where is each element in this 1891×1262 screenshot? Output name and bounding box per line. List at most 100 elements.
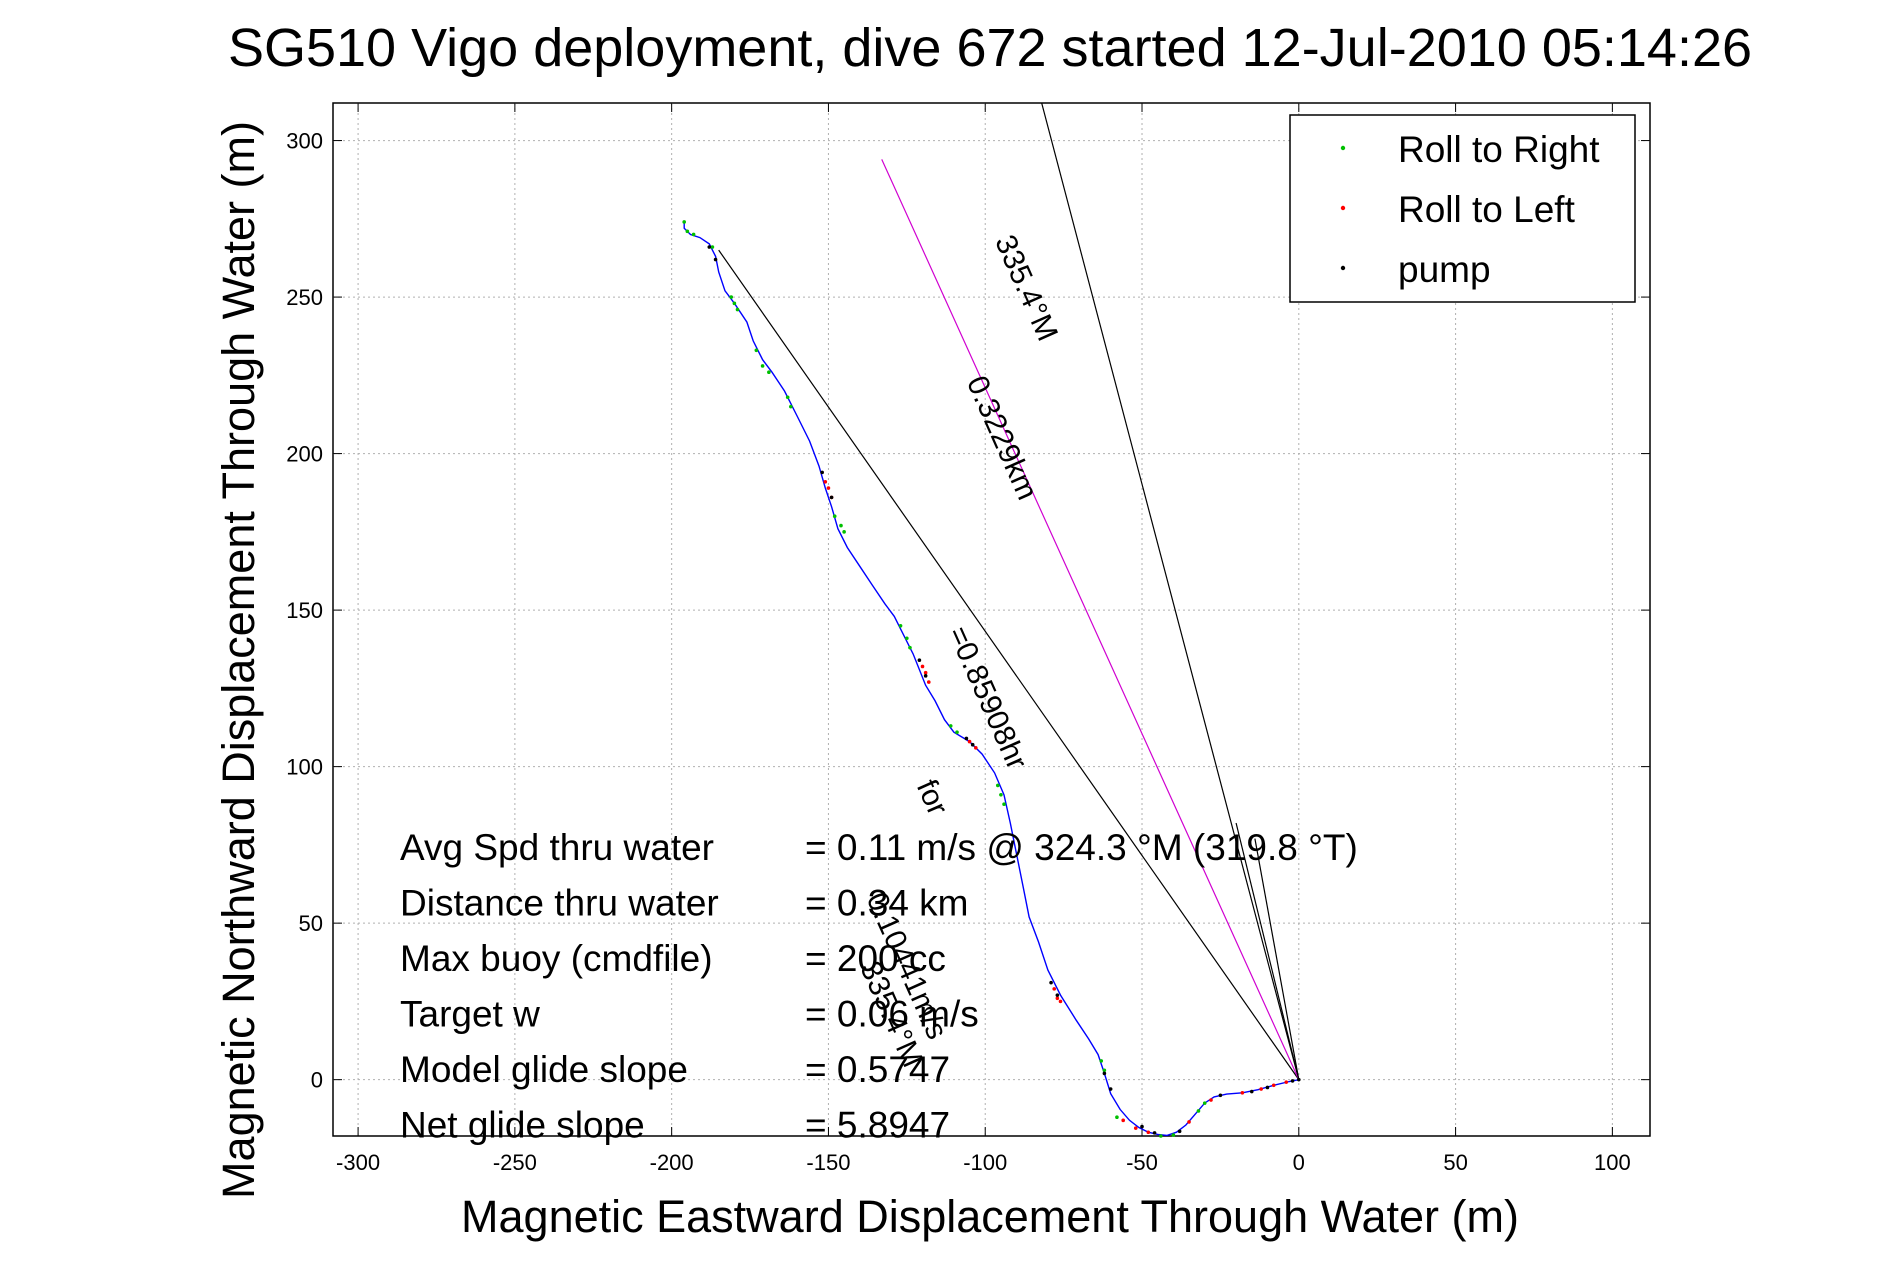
roll-right-marker <box>898 623 903 628</box>
stat-label: Avg Spd thru water <box>400 827 714 868</box>
roll-left-marker <box>1284 1080 1289 1084</box>
pump-marker <box>1102 1071 1107 1076</box>
roll-right-marker <box>1171 1133 1176 1137</box>
roll-left-marker <box>1271 1083 1276 1088</box>
heading-line <box>881 159 1300 1080</box>
roll-right-marker <box>905 636 909 641</box>
heading-line <box>1254 838 1300 1080</box>
x-tick-label: -50 <box>1126 1150 1158 1175</box>
roll-left-marker <box>1058 999 1063 1004</box>
roll-right-marker <box>1002 802 1006 806</box>
stat-value: = 0.11 m/s @ 324.3 °M (319.8 °T) <box>805 827 1358 868</box>
x-axis-label: Magnetic Eastward Displacement Through W… <box>461 1191 1519 1242</box>
roll-right-marker <box>999 792 1003 797</box>
stat-value: = 0.5747 <box>805 1049 950 1090</box>
y-tick-label: 300 <box>286 129 323 154</box>
x-tick-label: 50 <box>1443 1150 1467 1175</box>
roll-right-marker <box>732 301 737 306</box>
pump-marker <box>917 658 922 662</box>
pump-marker <box>1152 1131 1157 1135</box>
roll-right-marker <box>1196 1109 1201 1113</box>
roll-right-marker <box>839 523 843 528</box>
roll-left-marker <box>1259 1087 1263 1091</box>
pump-marker <box>923 674 928 678</box>
x-tick-label: -200 <box>650 1150 694 1175</box>
roll-right-marker <box>729 295 734 299</box>
stat-label: Distance thru water <box>400 883 719 924</box>
y-tick-label: 250 <box>286 285 323 310</box>
legend-box <box>1289 114 1636 303</box>
roll-right-marker <box>995 783 1000 788</box>
x-axis-ticks: -300 -250 -200 -150 -100 -50 0 50 100 <box>336 103 1631 1175</box>
roll-right-marker <box>1102 1068 1107 1073</box>
y-tick-label: 100 <box>286 755 323 780</box>
stat-value: = 0.34 km <box>805 883 969 924</box>
y-tick-label: 50 <box>299 911 323 936</box>
roll-left-marker <box>1187 1120 1191 1124</box>
roll-left-marker <box>1121 1118 1125 1123</box>
pump-marker <box>1177 1129 1182 1134</box>
stat-value: = 5.8947 <box>805 1105 950 1146</box>
roll-right-marker <box>682 220 686 224</box>
pump-marker <box>964 736 969 741</box>
stat-label: Target w <box>400 994 540 1035</box>
stat-label: Net glide slope <box>400 1105 645 1146</box>
stat-value: = 0.06 m/s <box>805 994 979 1035</box>
legend: Roll to Right Roll to Left pump <box>1289 114 1636 303</box>
roll-right-marker <box>1202 1101 1207 1105</box>
x-tick-label: 0 <box>1293 1150 1305 1175</box>
pump-marker <box>1218 1093 1223 1098</box>
stats-block: Avg Spd thru water = 0.11 m/s @ 324.3 °M … <box>400 827 1358 1146</box>
roll-right-marker <box>767 370 771 375</box>
pump-marker <box>1297 1077 1301 1082</box>
chart-title: SG510 Vigo deployment, dive 672 started … <box>228 18 1752 78</box>
roll-left-marker <box>1209 1098 1213 1102</box>
heading-line <box>718 249 1300 1080</box>
x-tick-label: -100 <box>963 1150 1007 1175</box>
roll-left-marker <box>920 664 925 669</box>
pump-marker <box>1265 1085 1270 1090</box>
roll-markers <box>682 220 1301 1138</box>
roll-right-marker <box>754 348 759 353</box>
legend-marker <box>1340 265 1346 271</box>
roll-right-marker <box>1099 1059 1104 1063</box>
roll-right-marker <box>710 245 715 249</box>
roll-left-marker <box>1133 1126 1138 1130</box>
y-tick-label: 0 <box>311 1068 323 1093</box>
roll-right-marker <box>1115 1115 1119 1120</box>
roll-right-marker <box>908 645 912 650</box>
x-tick-label: -300 <box>336 1150 380 1175</box>
roll-left-marker <box>1055 996 1060 1001</box>
roll-left-marker <box>967 739 972 744</box>
pump-marker <box>1249 1089 1254 1094</box>
grid-lines <box>333 103 1650 1136</box>
stat-label: Model glide slope <box>400 1049 688 1090</box>
legend-marker <box>1340 205 1346 211</box>
x-tick-label: 100 <box>1594 1150 1631 1175</box>
y-tick-label: 150 <box>286 598 323 623</box>
roll-right-marker <box>1159 1134 1163 1138</box>
y-axis-label: Magnetic Northward Displacement Through … <box>213 121 264 1199</box>
stat-value: = 200 cc <box>805 938 946 979</box>
pump-marker <box>1049 980 1053 985</box>
pump-marker <box>970 742 975 747</box>
x-tick-label: -150 <box>806 1150 850 1175</box>
legend-label: pump <box>1398 249 1491 290</box>
roll-left-marker <box>1052 987 1057 991</box>
legend-label: Roll to Right <box>1398 129 1600 170</box>
roll-right-marker <box>685 229 690 234</box>
roll-left-marker <box>974 746 978 750</box>
roll-left-marker <box>1240 1091 1245 1095</box>
pump-marker <box>1108 1087 1113 1091</box>
pump-marker <box>1140 1124 1144 1129</box>
roll-right-marker <box>785 395 790 400</box>
roll-right-marker <box>842 530 846 534</box>
roll-right-marker <box>691 232 696 237</box>
roll-right-marker <box>735 307 740 312</box>
roll-left-marker <box>823 479 828 484</box>
legend-marker <box>1340 145 1346 151</box>
roll-right-marker <box>955 730 959 734</box>
pump-marker <box>820 470 824 475</box>
pump-marker <box>707 245 712 249</box>
